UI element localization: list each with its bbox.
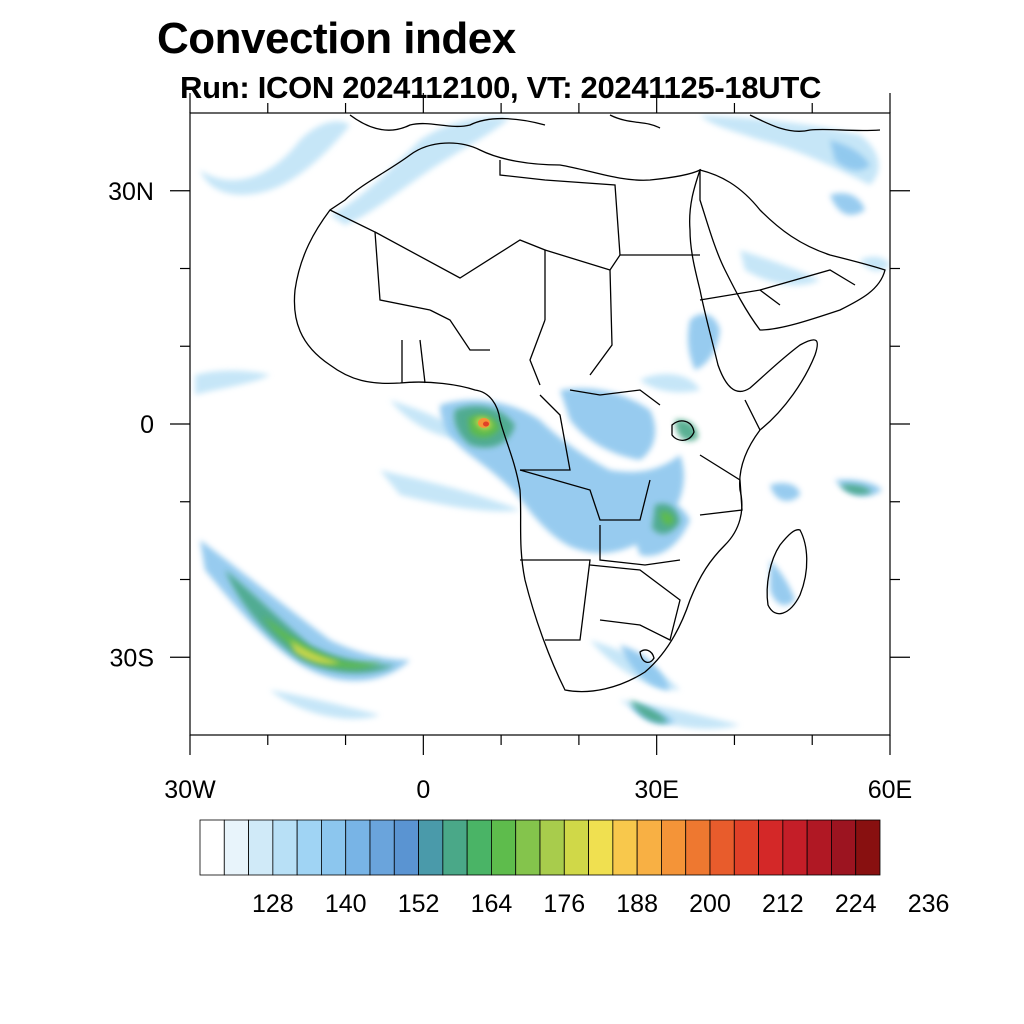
colorbar-swatch — [733, 819, 759, 876]
colorbar-swatch — [345, 819, 371, 876]
colorbar-swatch — [515, 819, 541, 876]
colorbar-swatch — [466, 819, 492, 876]
colorbar-swatch — [248, 819, 274, 876]
axis-ticks: 30N 0 30S 30W 0 30E 60E — [108, 93, 912, 804]
colorbar-swatch — [831, 819, 857, 876]
colorbar-swatch — [418, 819, 444, 876]
colorbar-swatch — [685, 819, 711, 876]
colorbar-swatch — [296, 819, 322, 876]
colorbar-swatch — [612, 819, 638, 876]
colorbar-label: 224 — [835, 890, 877, 918]
colorbar-label: 188 — [616, 890, 658, 918]
colorbar-swatch — [442, 819, 468, 876]
colorbar-label: 200 — [689, 890, 731, 918]
lon-tick-label: 60E — [868, 776, 912, 804]
colorbar-swatch — [369, 819, 395, 876]
colorbar-swatch — [661, 819, 687, 876]
colorbar-swatch — [199, 819, 225, 876]
colorbar-label: 128 — [252, 890, 294, 918]
colorbar-label: 236 — [908, 890, 950, 918]
colorbar-swatch — [636, 819, 662, 876]
colorbar-swatch — [539, 819, 565, 876]
colorbar-swatch — [782, 819, 808, 876]
colorbar-label: 176 — [543, 890, 585, 918]
lon-tick-label: 0 — [416, 776, 430, 804]
lat-tick-label: 30S — [110, 644, 154, 672]
colorbar-swatch — [272, 819, 298, 876]
lon-tick-label: 30E — [634, 776, 678, 804]
colorbar-swatch — [855, 819, 881, 876]
chart-subtitle: Run: ICON 2024112100, VT: 20241125-18UTC — [180, 70, 822, 105]
colorbar-label: 212 — [762, 890, 804, 918]
colorbar-swatch — [393, 819, 419, 876]
colorbar-label: 152 — [398, 890, 440, 918]
lat-tick-label: 0 — [140, 411, 154, 439]
coastlines — [293, 114, 886, 693]
colorbar-label: 140 — [325, 890, 367, 918]
colorbar-swatch — [709, 819, 735, 876]
colorbar-swatch — [563, 819, 589, 876]
chart-title: Convection index — [157, 14, 516, 63]
lat-tick-label: 30N — [108, 178, 154, 206]
colorbar: 128 140 152 164 176 188 200 212 224 236 — [199, 819, 950, 918]
lon-tick-label: 30W — [164, 776, 216, 804]
colorbar-swatch — [491, 819, 517, 876]
colorbar-swatch — [806, 819, 832, 876]
colorbar-swatch — [758, 819, 784, 876]
colorbar-swatch — [588, 819, 614, 876]
colorbar-swatch — [321, 819, 347, 876]
colorbar-swatch — [223, 819, 249, 876]
convection-field — [195, 115, 890, 729]
colorbar-label: 164 — [471, 890, 513, 918]
